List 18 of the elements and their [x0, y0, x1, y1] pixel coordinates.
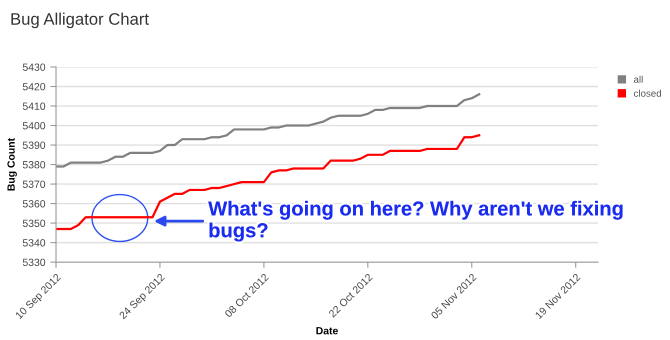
y-tick-label: 5410 [22, 102, 46, 110]
y-tick-label: 5350 [22, 220, 46, 227]
x-axis-title: Date [316, 327, 338, 334]
legend-label: closed [634, 90, 662, 97]
y-axis-title: Bug Count [7, 138, 17, 190]
chart-title: Bug Alligator Chart [11, 12, 149, 28]
annotation: What's going on here? Why aren't we fixing bugs? [208, 200, 623, 242]
y-tick-label: 5400 [22, 122, 46, 130]
y-tick-label: 5380 [22, 161, 46, 168]
y-tick-label: 5430 [22, 63, 46, 71]
line-series [56, 93, 480, 168]
y-tick-label: 5390 [22, 142, 46, 149]
y-tick-label: 5330 [22, 258, 46, 266]
y-tick-label: 5370 [22, 180, 46, 188]
y-tick-label: 5360 [22, 200, 46, 208]
y-tick-label: 5340 [22, 239, 46, 246]
legend-label: all [634, 76, 643, 83]
y-tick-label: 5420 [22, 82, 46, 90]
